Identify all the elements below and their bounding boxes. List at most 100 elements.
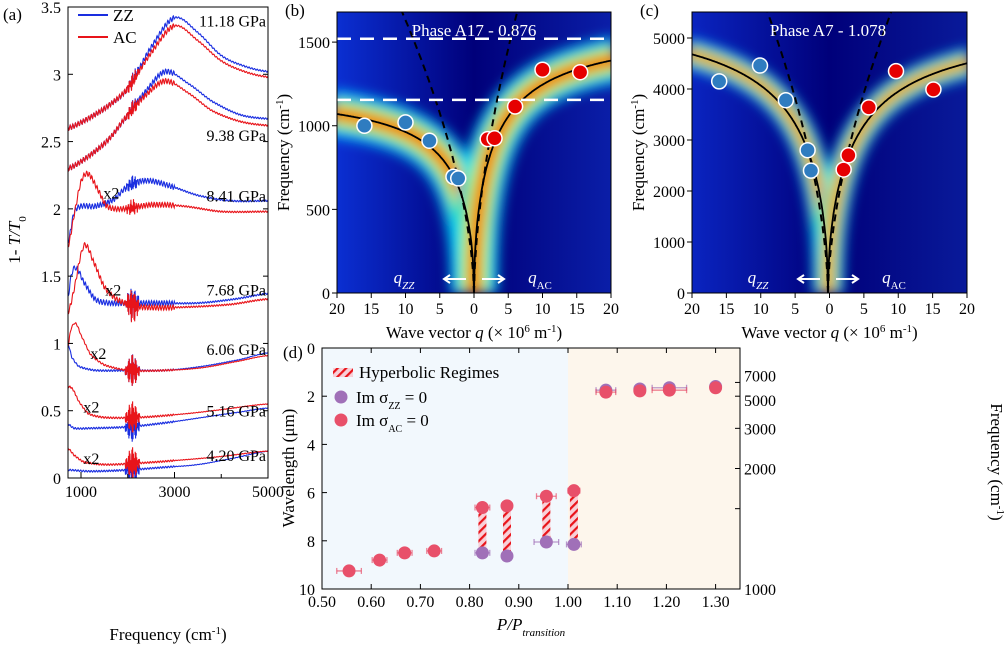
label-part: q <box>475 323 484 342</box>
y-tick-label: 0 <box>677 286 685 303</box>
data-point-ac <box>599 385 613 399</box>
pressure-label: 9.38 GPa <box>206 128 266 145</box>
x-tick-label: 20 <box>684 301 700 318</box>
legend-marker <box>334 390 348 404</box>
label-part: ) <box>629 94 648 100</box>
data-point-zz <box>397 114 414 131</box>
fit-curve <box>692 53 829 293</box>
x-tick-label: 15 <box>569 301 585 318</box>
x-tick-label: 0.60 <box>357 594 385 611</box>
label-part: q <box>528 268 537 287</box>
trace-ac-0 <box>68 23 268 132</box>
data-point-ac <box>887 62 905 80</box>
scale-label: x2 <box>105 283 121 300</box>
trace-ac-2 <box>68 170 268 248</box>
x-tick-label: 20 <box>603 301 619 318</box>
label-part: q <box>394 268 403 287</box>
y-tick-label: 0 <box>307 341 315 358</box>
panel-d-wavelength-vs-pressure: (d) 0.50 0.60 0.70 0.80 0.90 1.00 1.10 1.20 1.30 0… <box>279 341 1006 639</box>
data-point-ac <box>925 81 942 98</box>
label-part: (× 10 <box>839 323 880 342</box>
label-part: P/P <box>496 615 523 634</box>
label-part: q <box>831 323 840 342</box>
data-point-zz <box>539 535 553 549</box>
arrow-left-icon <box>442 274 466 284</box>
q-zz-label: qZZ <box>394 268 416 292</box>
label-part: ) <box>274 94 293 100</box>
x-tick-label: 5 <box>504 301 512 318</box>
y-tick-label: 4000 <box>653 82 685 99</box>
pressure-label: 7.68 GPa <box>206 283 266 300</box>
data-point-ac <box>427 544 441 558</box>
y-tick-label: 0.5 <box>41 404 61 421</box>
label-part: Im σ <box>356 411 388 430</box>
y-tick-label: 2 <box>307 389 315 406</box>
label-part: q <box>748 268 757 287</box>
label-part: Wave vector <box>386 323 475 342</box>
label-part: -1 <box>994 506 1006 515</box>
data-point-ac <box>475 501 489 515</box>
trace-ac-6 <box>68 447 268 478</box>
x-tick-label: 15 <box>718 301 734 318</box>
x-axis-label: Wave vector q (× 106 m-1) <box>741 323 917 342</box>
label-part: -1 <box>903 323 912 335</box>
x-tick-label: 1000 <box>65 484 97 501</box>
arrow-right-icon <box>836 274 860 284</box>
data-point-zz <box>475 546 489 560</box>
hyperbolic-regime-bar <box>502 505 511 556</box>
label-part: Frequency (cm <box>629 109 648 211</box>
legend-marker <box>334 413 348 427</box>
label-part: q <box>882 268 891 287</box>
label-part: -1 <box>212 625 221 637</box>
data-point-zz <box>710 73 728 90</box>
x-tick-label: 5 <box>791 301 799 318</box>
label-part: ) <box>987 515 1006 521</box>
label-part: ) <box>912 323 918 342</box>
data-point-ac <box>840 147 857 164</box>
label-part: Frequency (cm <box>109 625 211 644</box>
x-tick-label: 1.00 <box>554 594 582 611</box>
x-tick-label: 20 <box>329 301 345 318</box>
traces <box>68 14 268 478</box>
y-tick-label: 3 <box>53 67 61 84</box>
fit-curve <box>827 62 967 293</box>
label-part: m <box>530 323 547 342</box>
label-part: Frequency (cm <box>274 109 293 211</box>
x-tick-label: 5 <box>860 301 868 318</box>
scale-label: x2 <box>90 346 106 363</box>
hyperbolic-regime-bar <box>542 496 551 543</box>
trace-zz-2 <box>68 175 268 243</box>
x-tick-label: 15 <box>925 301 941 318</box>
pressure-label: 11.18 GPa <box>199 13 266 30</box>
data-point-ac <box>539 489 553 503</box>
x-tick-label: 0.90 <box>505 594 533 611</box>
x-tick-label: 0.70 <box>406 594 434 611</box>
label-part: = 0 <box>402 411 429 430</box>
light-line-dashed <box>827 12 893 293</box>
label-part: ) <box>221 625 227 644</box>
label-part: 6 <box>880 323 886 335</box>
legend-label: Im σAC = 0 <box>356 411 429 435</box>
y-axis-label-a: 1- T/T0 <box>5 216 29 264</box>
panel-label-a: (a) <box>3 5 22 24</box>
label-part: ) <box>556 323 562 342</box>
right-tick-label: 1000 <box>744 582 776 599</box>
data-point-zz <box>799 141 816 159</box>
light-line-dashed <box>766 12 829 293</box>
data-point-ac <box>835 161 852 178</box>
data-point-zz <box>356 117 373 134</box>
phase-title: Phase A17 - 0.876 <box>412 21 537 40</box>
y-axis-label: Frequency (cm-1) <box>629 94 648 211</box>
x-axis-label-a: Frequency (cm-1) <box>109 625 226 644</box>
label-part: T/T <box>5 220 24 245</box>
x-tick-label: 15 <box>363 301 379 318</box>
x-tick-label: 10 <box>398 301 414 318</box>
x-tick-label: 1.20 <box>652 594 680 611</box>
x-tick-label: 10 <box>753 301 769 318</box>
y-tick-label: 2000 <box>653 184 685 201</box>
y-tick-label: 1.5 <box>41 269 61 286</box>
x-tick-label: 0 <box>826 301 834 318</box>
x-tick-label: 1.10 <box>603 594 631 611</box>
y-axis-label-right-d: Frequency (cm-1) <box>987 403 1006 520</box>
y-tick-label: 6 <box>307 486 315 503</box>
